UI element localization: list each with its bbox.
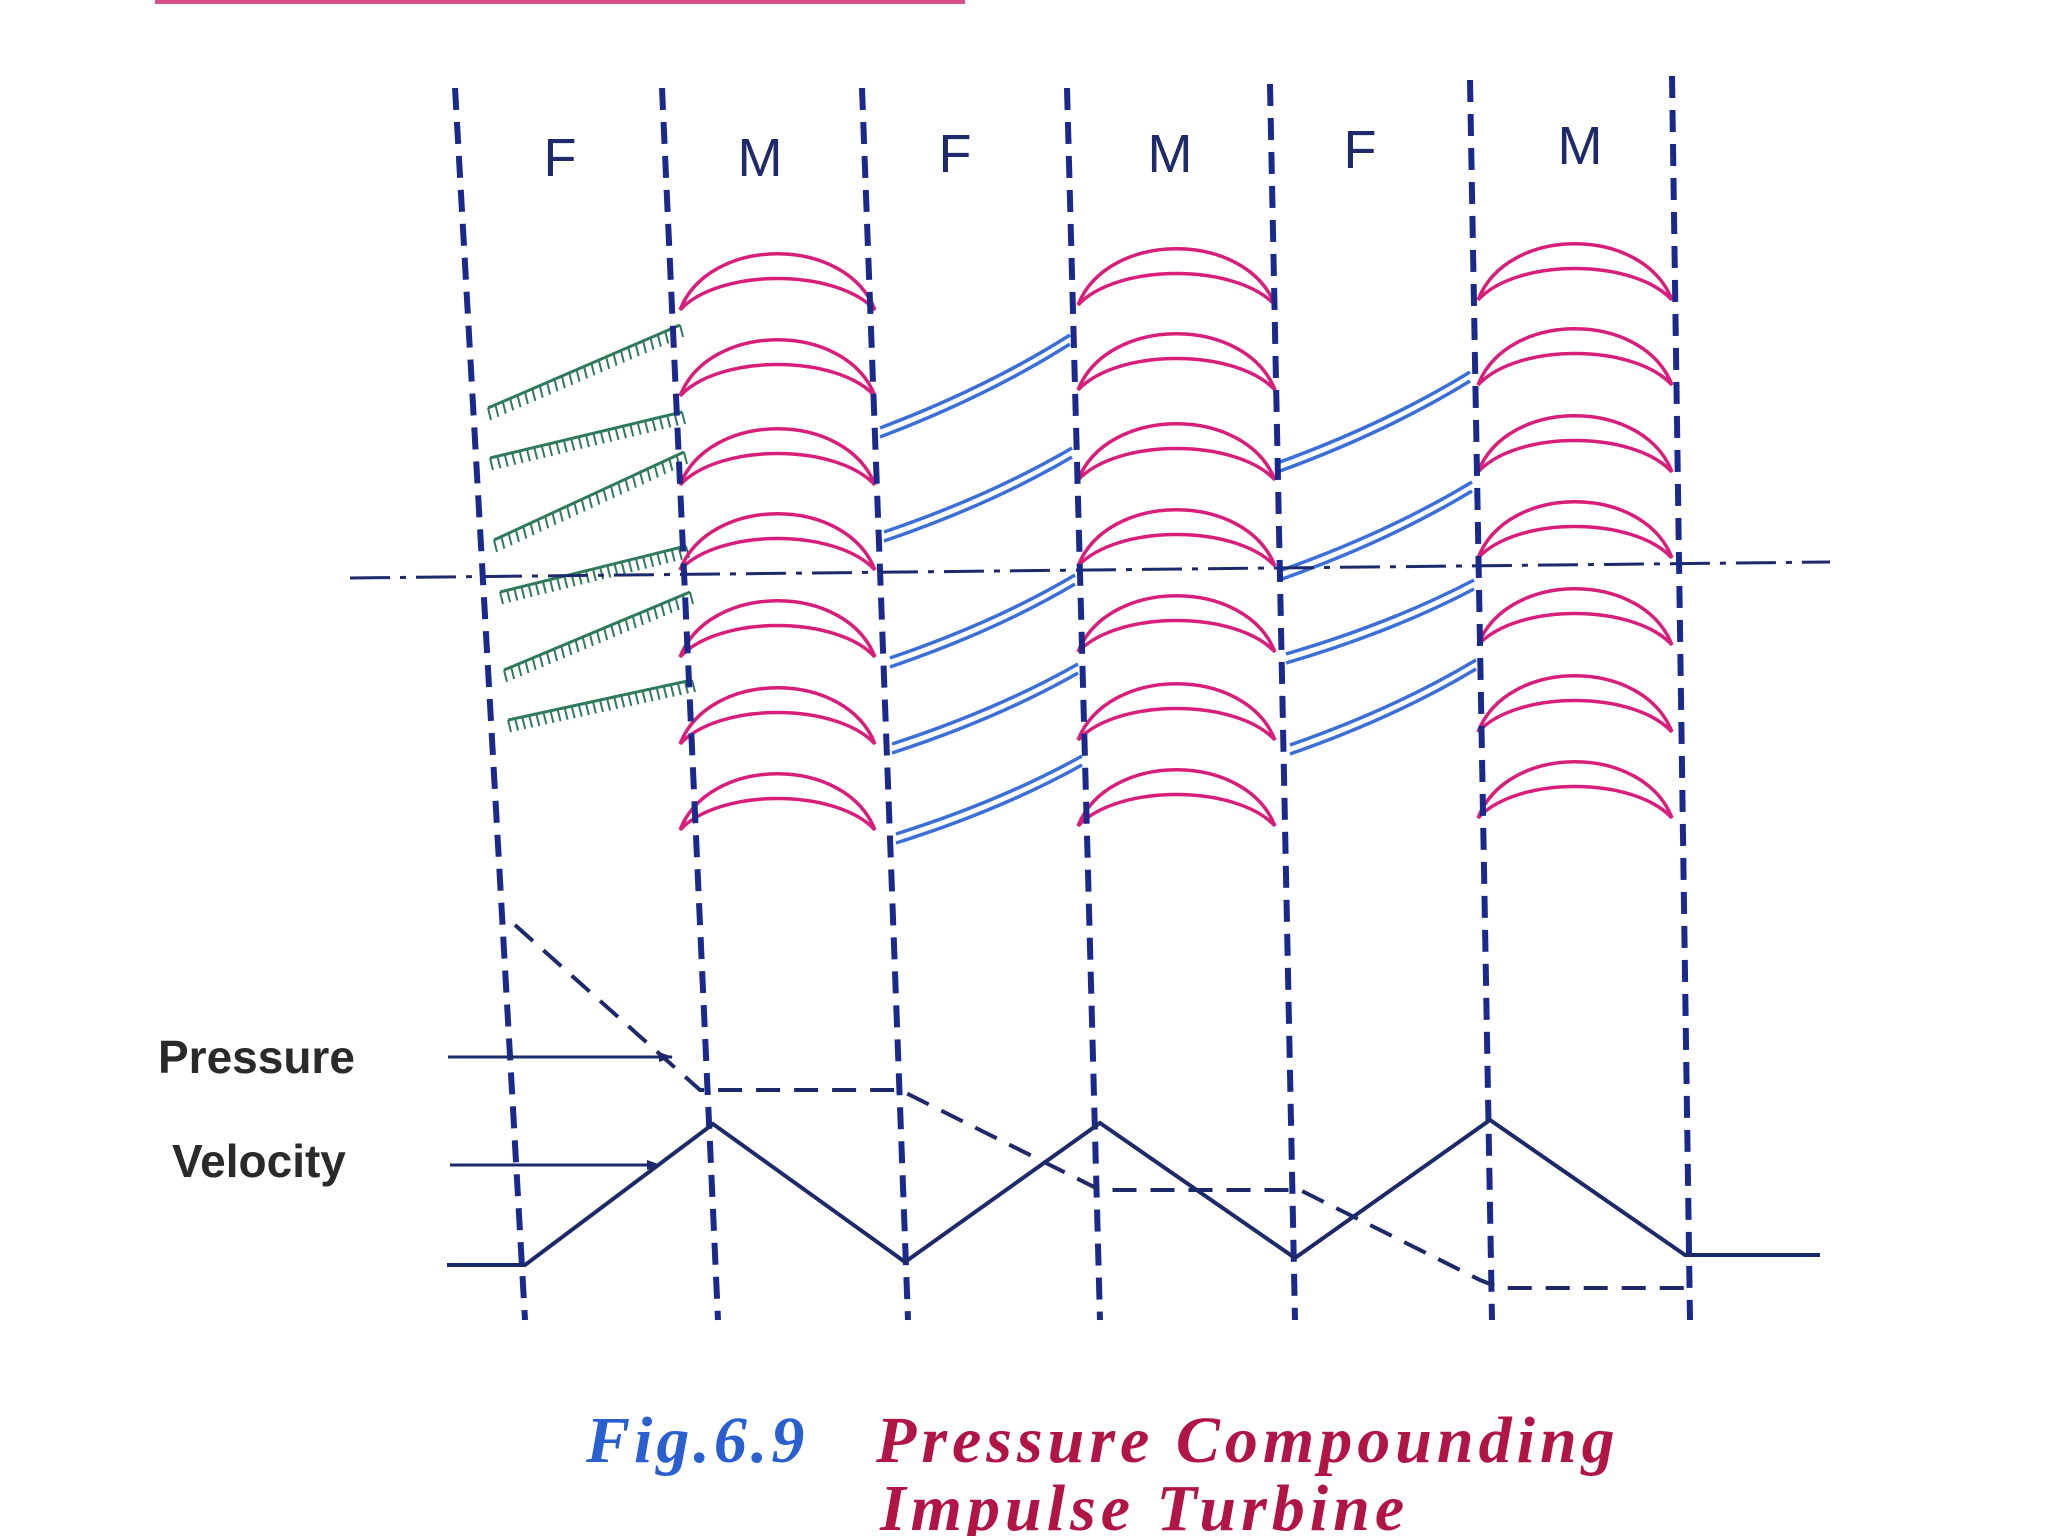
fixed-blade-2-1-lower	[879, 342, 1071, 439]
fixed-blade-3-3-lower	[1285, 587, 1475, 665]
fixed-blade-3-2-lower	[1281, 489, 1473, 581]
stage-label-1: F	[544, 128, 577, 188]
moving-blade-3-5	[1476, 587, 1674, 647]
fixed-blade-3-1-upper	[1279, 370, 1471, 464]
moving-blade-1-7	[678, 772, 877, 832]
moving-blade-3-4	[1476, 500, 1674, 560]
fixed-blade-2-1-upper	[879, 333, 1071, 430]
fixed-blade-3-3-upper	[1285, 578, 1475, 656]
moving-blade-1-5	[678, 599, 877, 659]
stage-divider-5	[1267, 83, 1298, 1321]
velocity-curve	[447, 1117, 1820, 1267]
stage-label-2: M	[738, 128, 783, 188]
figure-number: Fig.6.9	[585, 1404, 808, 1477]
moving-blade-3-3	[1476, 414, 1674, 474]
stage-divider-3	[859, 87, 911, 1321]
moving-blade-3-2	[1476, 327, 1674, 387]
moving-blade-2-4	[1076, 508, 1277, 568]
figure-title-line-2: Impulse Turbine	[879, 1472, 1409, 1536]
fixed-blade-2-4-upper	[891, 662, 1079, 746]
stage-label-5: F	[1344, 120, 1377, 180]
moving-blade-1-2	[678, 338, 877, 398]
fixed-blade-rows	[879, 333, 1477, 845]
fixed-blade-2-3-lower	[889, 582, 1076, 669]
stage-label-3: F	[939, 124, 972, 184]
stage-label-4: M	[1148, 124, 1193, 184]
fixed-blade-3-4-lower	[1289, 667, 1477, 756]
first-nozzle-hatch-3	[493, 451, 688, 553]
figure-title-line-1: Pressure Compounding	[875, 1404, 1620, 1477]
fixed-blade-3-2-upper	[1281, 480, 1473, 572]
pressure-label: Pressure	[158, 1031, 355, 1083]
first-nozzle-hatch-1	[487, 324, 684, 421]
first-nozzle-hatch-6	[507, 679, 696, 733]
fixed-blade-row-1	[487, 323, 696, 733]
fixed-blade-2-2-upper	[883, 446, 1073, 534]
velocity-label: Velocity	[172, 1135, 346, 1187]
stage-divider-1	[452, 87, 528, 1321]
top-decorative-rule	[155, 0, 965, 4]
first-nozzle-hatch-2	[489, 411, 686, 471]
stage-label-6: M	[1558, 116, 1603, 176]
first-nozzle-hatch-4	[499, 545, 690, 605]
moving-blade-3-6	[1476, 674, 1674, 734]
moving-blade-2-5	[1076, 594, 1277, 654]
moving-blade-1-3	[678, 427, 877, 487]
moving-blade-2-3	[1076, 422, 1277, 482]
stage-divider-7	[1669, 75, 1693, 1321]
stage-divider-4	[1064, 87, 1103, 1321]
moving-blade-3-1	[1476, 242, 1674, 302]
moving-blade-3-7	[1476, 760, 1674, 820]
moving-blade-1-6	[678, 686, 877, 746]
moving-blade-2-7	[1076, 768, 1277, 828]
fixed-blade-2-2-lower	[883, 455, 1073, 543]
stage-divider-6	[1467, 79, 1495, 1321]
stage-labels: F M F M F M	[544, 116, 1603, 188]
moving-blade-1-4	[678, 512, 877, 572]
stage-divider-2	[659, 87, 721, 1321]
fixed-blade-2-4-lower	[891, 671, 1079, 755]
moving-blade-2-2	[1076, 332, 1277, 392]
pressure-curve	[513, 923, 1690, 1290]
stage-dividers	[452, 75, 1693, 1321]
fixed-blade-2-5-upper	[895, 754, 1083, 836]
fixed-blade-3-4-upper	[1289, 658, 1477, 747]
moving-blade-2-1	[1076, 247, 1277, 307]
fixed-blade-2-3-upper	[889, 573, 1076, 660]
fixed-blade-2-5-lower	[895, 763, 1083, 845]
moving-blade-2-6	[1076, 682, 1277, 742]
moving-blade-rows	[678, 242, 1674, 832]
moving-blade-1-1	[678, 252, 877, 312]
shaft-center-line	[349, 560, 1831, 580]
fixed-blade-3-1-lower	[1279, 379, 1471, 473]
first-nozzle-hatch-5	[503, 591, 694, 683]
